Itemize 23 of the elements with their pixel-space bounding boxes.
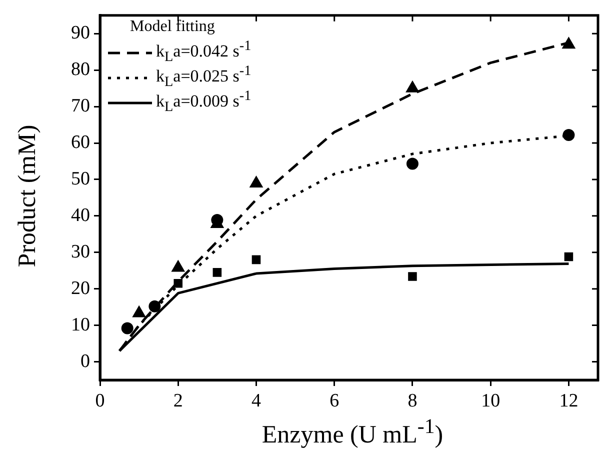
x-tick-label: 0 — [95, 390, 105, 412]
y-tick-label: 20 — [71, 278, 90, 299]
x-tick-label: 10 — [481, 390, 500, 412]
y-tick-label: 80 — [71, 59, 90, 80]
legend-label: k$_{L}$a=0.009 s$^{-1}$ — [156, 88, 252, 116]
y-tick-label: 40 — [71, 204, 90, 226]
y-tick-label: 90 — [71, 22, 90, 44]
y-tick-label: 10 — [71, 314, 90, 336]
x-tick-label: 2 — [173, 390, 183, 412]
y-axis-title: Product (mM) — [14, 124, 42, 270]
legend-title: Model fitting — [130, 18, 216, 36]
x-tick-label: 12 — [559, 390, 578, 412]
x-axis-title: Enzyme (U mL$^{-1}$) — [260, 414, 444, 450]
x-tick-label: 8 — [408, 390, 418, 412]
x-tick-label: 4 — [251, 390, 262, 412]
legend-label: k$_{L}$a=0.042 s$^{-1}$ — [156, 38, 252, 66]
y-tick-label: 30 — [71, 241, 90, 262]
legend-label: k$_{L}$a=0.025 s$^{-1}$ — [156, 63, 252, 91]
y-tick-label: 70 — [71, 96, 90, 117]
y-tick-label: 0 — [80, 350, 90, 372]
y-tick-label: 50 — [71, 168, 90, 190]
y-tick-label: 60 — [71, 132, 90, 153]
x-tick-label: 6 — [330, 390, 340, 412]
